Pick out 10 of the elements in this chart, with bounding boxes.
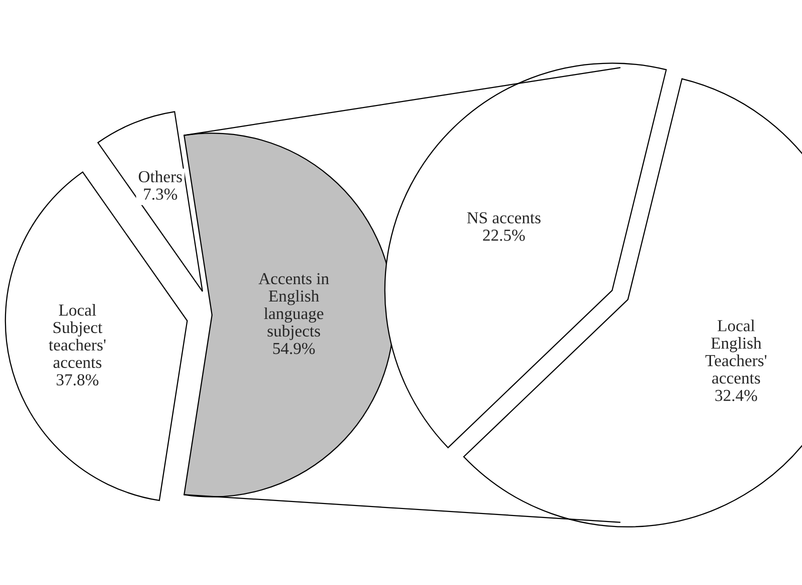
data-label: 37.8% <box>56 374 98 386</box>
data-label: 32.4% <box>715 390 758 402</box>
data-label: 22.5% <box>483 230 525 241</box>
slice-label: Local English Teachers' accents <box>705 320 766 384</box>
slice-label: Local Subject teachers' accents <box>48 304 106 368</box>
slice-label: Others <box>138 170 182 182</box>
data-label: 7.3% <box>144 188 178 200</box>
data-label: 54.9% <box>273 342 315 354</box>
slice-label: Accents in English language subjects <box>258 273 329 340</box>
slice-label: NS accents <box>467 212 541 224</box>
